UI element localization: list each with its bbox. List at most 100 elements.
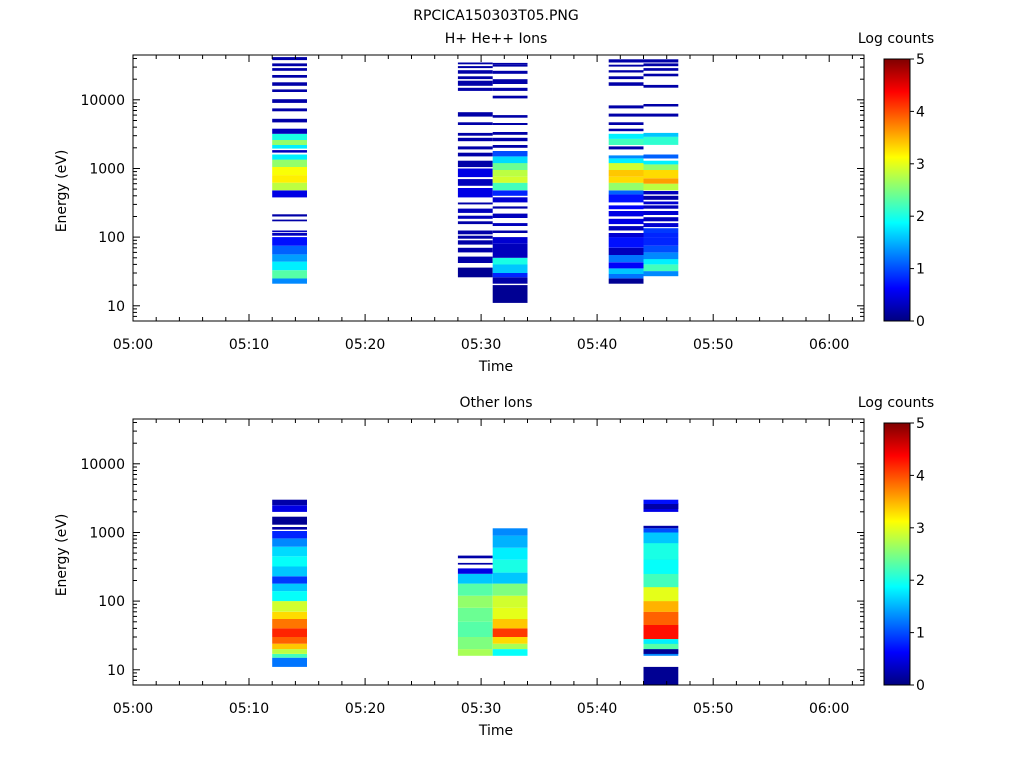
spectrogram-cell — [457, 132, 493, 136]
colorbar-tick-label: 3 — [916, 521, 925, 537]
spectrogram-cell — [492, 607, 528, 619]
spectrogram-cell — [643, 259, 679, 265]
spectrogram-cell — [272, 75, 307, 78]
spectrogram-cell — [643, 528, 679, 533]
spectrogram-cell — [492, 87, 528, 91]
spectrogram-cell — [643, 252, 679, 260]
spectrogram-cell — [608, 262, 644, 269]
colorbar-tick-label: 5 — [916, 416, 925, 432]
spectrogram-cell — [643, 73, 679, 77]
spectrogram-cell — [643, 59, 679, 63]
axis-ticks: 05:00 05:10 05:20 05:30 05:40 05:50 06:00 10 100… — [80, 55, 864, 353]
x-tick-label: 06:00 — [809, 337, 849, 353]
spectrogram-cell — [272, 159, 307, 167]
spectrogram-cell — [457, 267, 493, 278]
spectrogram-cell — [457, 583, 493, 596]
plot-frame — [132, 54, 865, 322]
spectrogram-cell — [643, 154, 679, 159]
spectrogram-cell — [492, 273, 528, 278]
colorbar-tick-label: 2 — [916, 573, 925, 589]
spectrogram-cell — [272, 538, 307, 547]
spectrogram-cell — [272, 499, 307, 506]
y-tick-label: 100 — [98, 230, 125, 246]
panel-title: Other Ions — [459, 395, 532, 411]
spectrogram-cell — [608, 274, 644, 279]
spectrogram-cell — [608, 76, 644, 80]
spectrogram-cell — [643, 587, 679, 602]
spectrogram-cell — [608, 211, 644, 217]
spectrogram-cell — [457, 122, 493, 125]
x-axis-label: Time — [478, 723, 513, 739]
spectrogram-cell — [492, 176, 528, 183]
spectrogram-cell — [608, 105, 644, 109]
spectrogram-cell — [492, 123, 528, 125]
spectrogram-cell — [492, 230, 528, 233]
x-tick-label: 05:20 — [345, 337, 385, 353]
spectrogram-cell — [457, 235, 493, 239]
spectrogram-cell — [457, 168, 493, 178]
spectrogram-cell — [492, 70, 528, 74]
spectrogram-cell — [457, 202, 493, 205]
spectrogram-cell — [608, 155, 644, 159]
spectrogram-cell — [643, 170, 679, 179]
spectrogram-cell — [457, 595, 493, 608]
spectrogram-cell — [272, 167, 307, 176]
spectrogram-cell — [272, 175, 307, 183]
x-tick-label: 05:10 — [229, 701, 269, 717]
spectrogram-cell — [457, 568, 493, 574]
spectrogram-cell — [272, 556, 307, 567]
spectrogram-cell — [643, 559, 679, 574]
spectrogram-cell — [608, 82, 644, 86]
y-tick-label: 10 — [107, 663, 125, 679]
spectrogram-cell — [643, 104, 679, 107]
spectrogram-cell — [492, 243, 528, 258]
panel-h-he-ions: H+ He++ Ions Log counts 05:00 05:10 05:20 0… — [54, 31, 934, 375]
colorbar-tick-label: 0 — [916, 678, 925, 694]
spectrogram-cell — [643, 63, 679, 67]
spectrogram-cell — [643, 611, 679, 625]
spectrogram-cell — [272, 516, 307, 525]
page-title: RPCICA150303T05.PNG — [413, 8, 578, 24]
spectrogram-cell — [272, 531, 307, 539]
spectrogram-cell — [492, 182, 528, 191]
spectrogram-cell — [608, 170, 644, 177]
spectrogram-cell — [492, 206, 528, 209]
spectrogram-cell — [272, 527, 307, 530]
x-tick-label: 05:00 — [113, 337, 153, 353]
spectrogram-cell — [643, 573, 679, 588]
spectrogram-cell — [608, 233, 644, 238]
spectrogram-cell — [492, 637, 528, 644]
spectrogram-cell — [272, 219, 307, 222]
spectrogram-cell — [457, 221, 493, 225]
spectrogram-cell — [492, 151, 528, 157]
spectrogram-cell — [492, 528, 528, 536]
spectrogram-cell — [457, 66, 493, 69]
spectrogram-cell — [492, 257, 528, 265]
spectrogram-cell — [457, 146, 493, 150]
spectrogram-cell — [643, 499, 679, 504]
spectrogram-cell — [272, 601, 307, 612]
spectrogram-cell — [492, 170, 528, 177]
spectrogram-cell — [457, 607, 493, 622]
spectrogram-cell — [492, 264, 528, 273]
spectrogram-cell — [272, 118, 307, 123]
spectrogram-cell — [492, 137, 528, 142]
y-tick-label: 10000 — [80, 457, 125, 473]
spectrogram-cell — [643, 211, 679, 215]
x-axis-label: Time — [478, 359, 513, 375]
spectrogram-cell — [643, 205, 679, 209]
spectrogram-cell — [608, 146, 644, 150]
spectrogram-cell — [492, 277, 528, 284]
spectrogram-cell — [608, 190, 644, 195]
y-axis-label: Energy (eV) — [54, 514, 70, 597]
spectrogram-cell — [492, 535, 528, 548]
spectrogram-cell — [272, 150, 307, 153]
colorbar-tick-label: 3 — [916, 157, 925, 173]
spectrogram-cell — [272, 214, 307, 217]
y-tick-label: 1000 — [89, 526, 125, 542]
spectrogram-cell — [643, 228, 679, 233]
spectrogram-cell — [643, 217, 679, 222]
spectrogram-cell — [608, 278, 644, 284]
spectrogram-cell — [492, 583, 528, 596]
spectrogram-cell — [643, 68, 679, 71]
